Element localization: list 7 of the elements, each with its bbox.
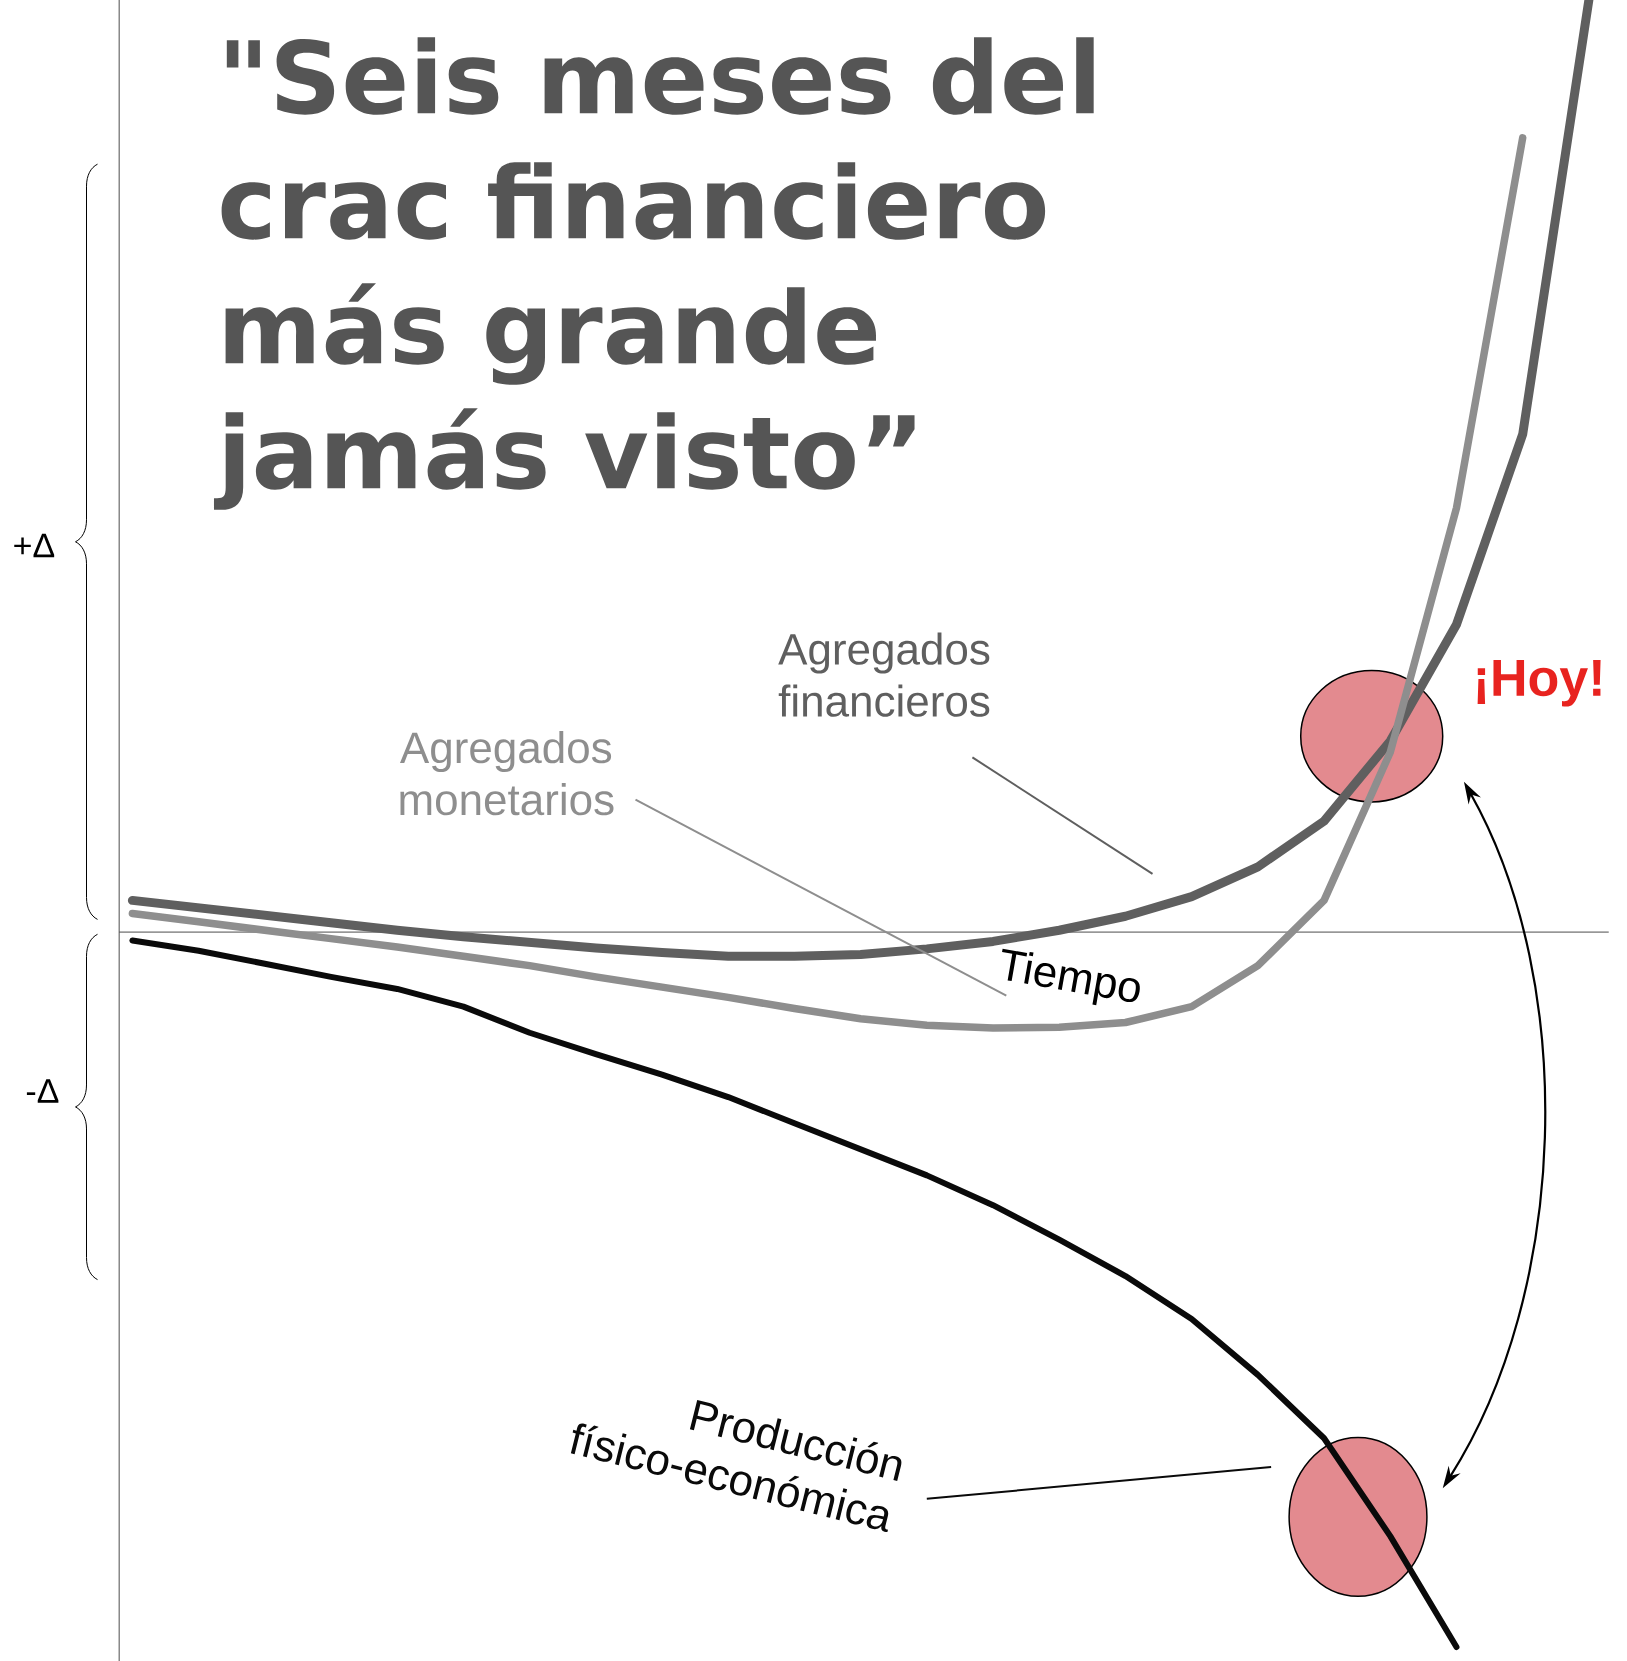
x-axis-title: Tiempo (1002, 948, 1140, 1006)
annotation: ¡Hoy! (1477, 659, 1601, 707)
text: +Δ (14, 533, 55, 558)
text: -Δ (26, 1079, 59, 1103)
text: "Seis meses del crac financiero más grande jamás visto” (213, 37, 1094, 510)
text: Agregados financieros (778, 632, 990, 717)
text: Agregados monetarios (399, 731, 614, 816)
